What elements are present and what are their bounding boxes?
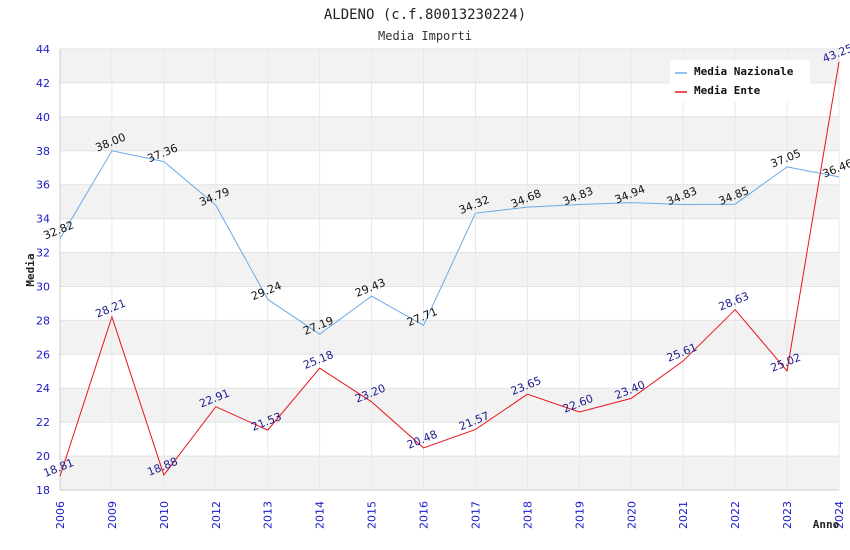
y-tick-label: 32	[36, 247, 50, 260]
y-axis-label: Media	[24, 253, 37, 286]
y-tick-label: 20	[36, 450, 50, 463]
y-tick-label: 28	[36, 314, 50, 327]
x-tick-label: 2019	[573, 501, 586, 529]
chart-subtitle: Media Importi	[378, 29, 472, 43]
x-tick-label: 2022	[729, 501, 742, 529]
x-tick-label: 2017	[469, 501, 482, 529]
data-label-media-ente: 20.48	[405, 428, 439, 452]
x-tick-label: 2016	[418, 501, 431, 529]
chart-title: ALDENO (c.f.80013230224)	[324, 7, 526, 23]
data-label-media-ente: 28.21	[94, 297, 128, 321]
grid-lines	[59, 48, 840, 491]
legend-label-media-nazionale: Media Nazionale	[694, 65, 794, 78]
data-label-media-nazionale: 36.46	[821, 157, 850, 181]
x-axis-ticks: 2006 2009 2010 2012 2013 2014 2015 2016 2017 2018…	[54, 501, 846, 529]
x-tick-label: 2010	[158, 501, 171, 529]
x-tick-label: 2021	[677, 501, 690, 529]
x-tick-label: 2006	[54, 501, 67, 529]
x-tick-label: 2012	[210, 501, 223, 529]
grid-bands	[60, 49, 839, 490]
grid-band	[60, 320, 839, 355]
x-tick-label: 2020	[625, 501, 638, 529]
y-tick-label: 18	[36, 484, 50, 497]
grid-band	[60, 388, 839, 423]
x-tick-label: 2023	[781, 501, 794, 529]
series-line-media-ente	[59, 61, 840, 477]
data-label-media-ente: 28.63	[717, 290, 751, 314]
legend-box	[670, 60, 810, 102]
legend-label-media-ente: Media Ente	[694, 84, 761, 97]
x-axis-label: Anno	[813, 518, 840, 531]
y-tick-label: 38	[36, 145, 50, 158]
y-tick-label: 22	[36, 416, 50, 429]
series-line-media-nazionale	[59, 150, 840, 335]
y-tick-label: 42	[36, 77, 50, 90]
y-axis-ticks: 18 20 22 24 26 28 30 32 34 36 38 40 42 44	[36, 43, 50, 497]
series-lines	[59, 61, 840, 477]
x-tick-label: 2015	[366, 501, 379, 529]
x-tick-label: 2024	[833, 501, 846, 529]
y-tick-label: 26	[36, 348, 50, 361]
x-tick-label: 2014	[314, 501, 327, 529]
x-tick-label: 2018	[521, 501, 534, 529]
grid-band	[60, 184, 839, 219]
y-tick-label: 24	[36, 382, 50, 395]
y-tick-label: 30	[36, 280, 50, 293]
y-tick-label: 36	[36, 179, 50, 192]
legend: Media Nazionale Media Ente	[670, 60, 810, 102]
grid-band	[60, 116, 839, 151]
grid-band	[60, 456, 839, 490]
y-tick-label: 40	[36, 111, 50, 124]
x-tick-label: 2009	[106, 501, 119, 529]
y-tick-label: 44	[36, 43, 50, 56]
y-tick-label: 34	[36, 213, 50, 226]
x-tick-label: 2013	[262, 501, 275, 529]
